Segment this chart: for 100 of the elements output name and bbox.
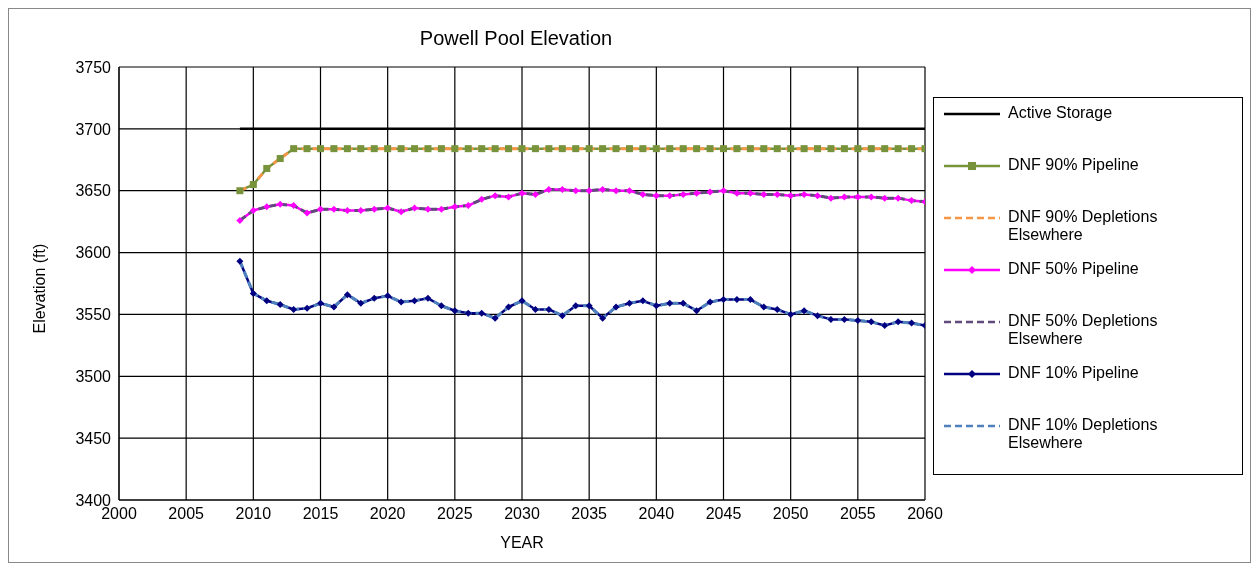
point — [733, 189, 741, 197]
point — [545, 145, 553, 153]
point — [666, 192, 674, 200]
point — [599, 185, 607, 193]
point — [746, 189, 754, 197]
point — [854, 145, 862, 153]
point — [545, 185, 553, 193]
point — [531, 145, 539, 153]
point — [317, 299, 324, 307]
point — [263, 203, 271, 211]
point — [276, 200, 284, 208]
point — [424, 294, 432, 302]
point — [357, 145, 365, 153]
point — [814, 192, 822, 200]
point — [397, 145, 405, 153]
point — [263, 297, 271, 305]
point — [827, 315, 835, 323]
point — [317, 205, 324, 213]
point — [451, 145, 459, 153]
point — [545, 305, 553, 313]
legend-label: DNF 10% Depletions Elsewhere — [1008, 415, 1159, 452]
point — [370, 205, 378, 213]
point — [625, 145, 633, 153]
point — [330, 145, 338, 153]
point — [814, 145, 822, 153]
point — [612, 187, 620, 195]
point — [639, 145, 647, 153]
point — [894, 318, 902, 326]
point — [652, 192, 660, 200]
point — [558, 312, 566, 320]
point — [693, 307, 701, 315]
point — [303, 304, 311, 312]
y-tick-label: 3500 — [75, 367, 112, 385]
point — [827, 145, 835, 153]
point — [881, 194, 889, 202]
point — [505, 193, 513, 201]
point — [652, 145, 660, 153]
point — [773, 305, 781, 313]
point — [357, 207, 365, 215]
point — [612, 145, 620, 153]
point — [599, 145, 607, 153]
point — [437, 302, 445, 310]
point — [276, 301, 284, 309]
point — [518, 189, 526, 197]
y-axis-title: Elevation (ft) — [30, 243, 48, 334]
point — [451, 203, 459, 211]
point — [572, 187, 580, 195]
point — [773, 145, 781, 153]
point — [384, 145, 392, 153]
point — [787, 145, 795, 153]
point — [397, 298, 405, 306]
point — [505, 303, 513, 311]
x-tick-label: 2025 — [437, 505, 473, 523]
point — [330, 205, 338, 213]
y-tick-label: 3700 — [75, 120, 112, 138]
point — [249, 181, 257, 189]
point — [585, 145, 593, 153]
point — [908, 197, 916, 205]
y-tick-label: 3450 — [75, 429, 112, 447]
point — [370, 294, 378, 302]
x-tick-label: 2000 — [101, 505, 137, 523]
point — [531, 305, 539, 313]
point — [639, 297, 647, 305]
point — [840, 145, 848, 153]
y-tick-label: 3600 — [75, 244, 112, 262]
point — [881, 145, 889, 153]
point — [693, 189, 701, 197]
legend-label: DNF 90% Pipeline — [1008, 155, 1139, 174]
x-tick-label: 2010 — [235, 505, 272, 523]
point — [370, 145, 378, 153]
point — [505, 145, 513, 153]
point — [733, 145, 741, 153]
point — [760, 145, 768, 153]
x-tick-label: 2040 — [638, 505, 675, 523]
legend-label: DNF 10% Pipeline — [1008, 363, 1139, 382]
point — [236, 257, 244, 265]
point — [491, 314, 499, 322]
x-tick-label: 2030 — [504, 505, 540, 523]
point — [854, 317, 862, 325]
point — [760, 303, 768, 311]
point — [558, 145, 566, 153]
legend-label: DNF 50% Pipeline — [1008, 259, 1139, 278]
point — [317, 145, 324, 153]
point — [827, 194, 835, 202]
point — [693, 145, 701, 153]
point — [894, 194, 902, 202]
x-tick-label: 2015 — [302, 505, 339, 523]
point — [599, 314, 607, 322]
x-tick-label: 2045 — [705, 505, 742, 523]
point — [384, 292, 392, 300]
point — [518, 145, 526, 153]
point — [800, 145, 808, 153]
point — [236, 187, 244, 195]
point — [464, 202, 472, 210]
point — [437, 205, 445, 213]
point — [706, 188, 714, 196]
point — [290, 305, 298, 313]
point — [249, 207, 257, 215]
point — [572, 145, 580, 153]
point — [679, 145, 687, 153]
